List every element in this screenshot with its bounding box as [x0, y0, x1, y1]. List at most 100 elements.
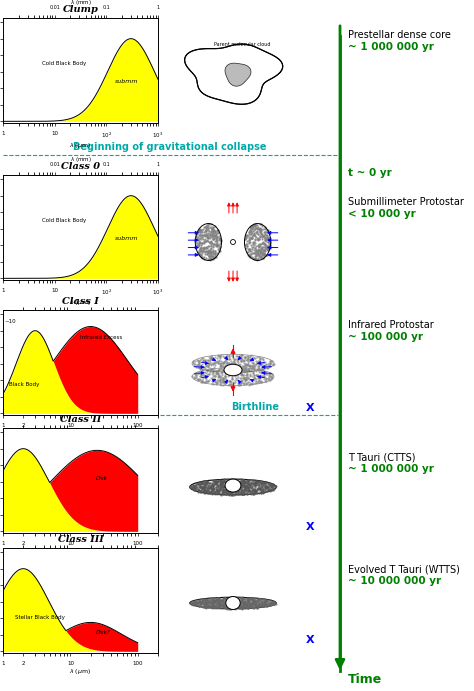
Point — [256, 231, 264, 242]
Point — [213, 225, 221, 236]
Point — [245, 372, 252, 383]
Point — [190, 484, 198, 495]
Point — [244, 489, 251, 500]
Point — [267, 596, 275, 607]
Point — [194, 354, 202, 366]
Point — [217, 350, 225, 361]
Point — [207, 363, 215, 375]
Point — [255, 479, 263, 490]
Point — [259, 365, 266, 376]
Point — [209, 600, 217, 612]
Point — [217, 598, 224, 609]
Point — [201, 594, 208, 605]
Point — [261, 232, 269, 243]
Point — [190, 356, 197, 367]
Point — [251, 231, 259, 242]
Point — [219, 598, 226, 609]
Point — [209, 594, 216, 605]
Point — [220, 598, 228, 609]
Point — [219, 375, 227, 386]
Point — [264, 236, 272, 247]
Point — [205, 354, 212, 366]
Point — [250, 359, 257, 370]
Point — [240, 480, 247, 491]
Point — [254, 483, 262, 494]
Point — [246, 250, 253, 261]
Point — [250, 220, 258, 231]
Point — [197, 249, 205, 261]
Point — [199, 243, 207, 254]
Point — [209, 600, 217, 611]
Point — [210, 596, 217, 607]
Point — [244, 596, 251, 607]
Point — [201, 481, 209, 492]
Point — [219, 481, 227, 492]
Point — [222, 358, 230, 369]
Point — [203, 231, 210, 243]
Point — [220, 476, 228, 487]
Text: Disk?: Disk? — [96, 630, 110, 635]
Point — [220, 482, 228, 493]
Point — [208, 224, 216, 235]
Point — [237, 487, 245, 498]
Point — [238, 363, 246, 374]
Point — [211, 370, 219, 381]
Point — [241, 376, 249, 387]
Point — [264, 243, 272, 254]
Point — [231, 482, 238, 493]
Point — [229, 594, 237, 605]
Point — [204, 361, 212, 372]
Point — [253, 594, 260, 605]
Point — [219, 476, 226, 487]
Point — [248, 482, 255, 493]
Point — [255, 594, 262, 605]
Point — [263, 595, 271, 606]
Point — [246, 600, 254, 611]
Point — [244, 475, 252, 486]
Point — [225, 365, 232, 376]
Point — [258, 243, 265, 254]
Point — [266, 480, 274, 491]
Point — [247, 227, 255, 238]
Point — [243, 486, 251, 498]
Point — [216, 483, 223, 494]
Point — [255, 477, 263, 488]
Point — [204, 232, 212, 243]
Point — [228, 369, 236, 380]
Point — [226, 596, 233, 607]
Point — [264, 234, 272, 245]
Point — [194, 484, 201, 495]
Point — [246, 245, 254, 256]
Point — [235, 477, 243, 488]
Point — [204, 229, 211, 240]
Point — [265, 484, 273, 495]
Point — [221, 598, 229, 609]
Point — [260, 357, 268, 368]
Point — [218, 484, 225, 495]
Point — [215, 603, 222, 614]
Point — [237, 598, 245, 609]
Point — [201, 362, 209, 373]
Point — [210, 600, 218, 612]
Point — [201, 601, 209, 612]
Point — [209, 353, 217, 364]
Point — [244, 359, 251, 370]
Point — [246, 353, 254, 364]
Point — [248, 597, 256, 608]
Point — [264, 375, 272, 386]
Point — [238, 489, 246, 500]
Point — [201, 236, 208, 247]
Point — [208, 601, 215, 612]
Point — [238, 594, 246, 605]
Point — [199, 596, 206, 607]
Point — [210, 475, 218, 486]
Point — [246, 484, 253, 495]
Point — [233, 596, 240, 607]
Point — [197, 598, 204, 609]
Point — [219, 484, 227, 495]
Point — [228, 478, 235, 489]
Point — [222, 355, 229, 366]
Point — [211, 359, 219, 370]
Point — [261, 228, 268, 239]
Point — [217, 350, 224, 361]
